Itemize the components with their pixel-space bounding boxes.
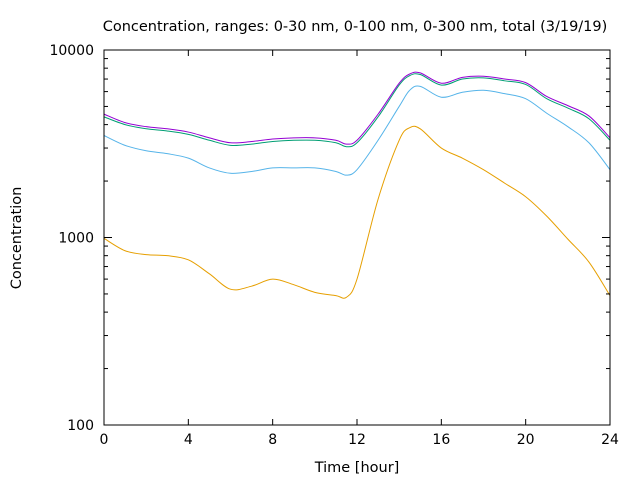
tick-layer: 0 4 8 12 16 20 24 100 1000 10000 [49, 43, 619, 448]
x-tick-label: 0 [100, 432, 109, 448]
x-axis-label: Time [hour] [314, 460, 400, 476]
x-tick-label: 16 [432, 432, 450, 448]
series-line-3 [103, 73, 611, 148]
x-tick-label: 12 [348, 432, 366, 448]
series-line-1 [103, 125, 611, 299]
series-line-4 [103, 71, 611, 145]
chart-title: Concentration, ranges: 0-30 nm, 0-100 nm… [103, 19, 608, 35]
y-tick-label: 100 [67, 418, 94, 434]
plot-frame [103, 49, 611, 426]
x-tick-label: 20 [517, 432, 535, 448]
x-tick-label: 8 [268, 432, 277, 448]
series-layer [103, 71, 611, 299]
x-tick-label: 24 [601, 432, 619, 448]
y-axis-label: Concentration [9, 187, 25, 290]
y-tick-label: 10000 [49, 43, 94, 59]
y-tick-label: 1000 [58, 231, 94, 247]
series-line-2 [103, 85, 611, 176]
x-tick-label: 4 [184, 432, 193, 448]
